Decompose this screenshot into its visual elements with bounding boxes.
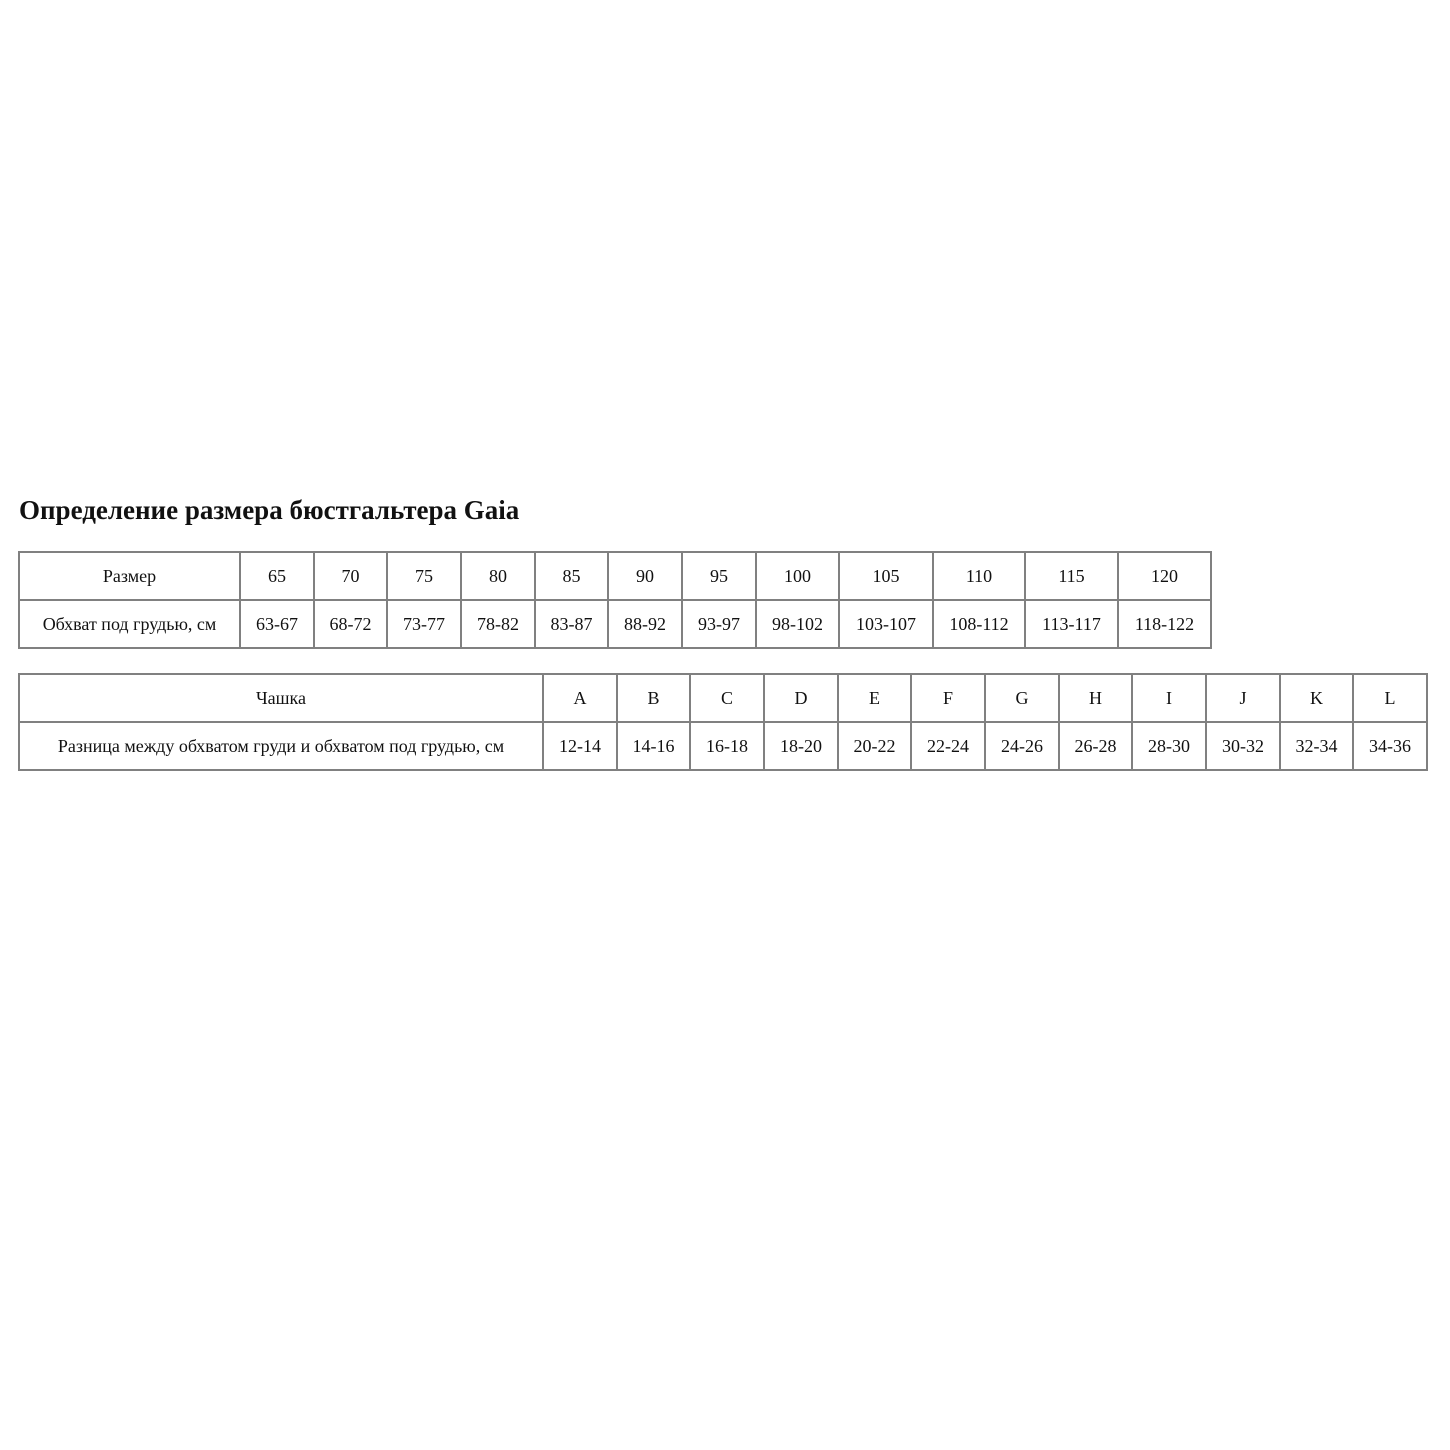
range-cell: 24-26: [984, 721, 1060, 771]
range-cell: 18-20: [763, 721, 839, 771]
header-cell: Размер: [18, 551, 241, 601]
range-cell: 78-82: [460, 599, 536, 649]
header-cell: Чашка: [18, 673, 544, 723]
table-row-underbust: Обхват под грудью, см 63-67 68-72 73-77 78-8…: [18, 599, 1212, 649]
range-cell: 14-16: [616, 721, 691, 771]
band-size-table: Размер 65 70 75 80 85 90 95 100 105 110 115 120 Обхв…: [18, 551, 1212, 649]
size-cell: 100: [755, 551, 840, 601]
size-cell: 110: [932, 551, 1026, 601]
cup-cell: G: [984, 673, 1060, 723]
range-cell: 28-30: [1131, 721, 1207, 771]
cup-cell: C: [689, 673, 765, 723]
row-label-cell: Разница между обхватом груди и обхватом …: [18, 721, 544, 771]
range-cell: 88-92: [607, 599, 683, 649]
range-cell: 20-22: [837, 721, 912, 771]
size-cell: 70: [313, 551, 388, 601]
cup-cell: H: [1058, 673, 1133, 723]
range-cell: 32-34: [1279, 721, 1354, 771]
cup-cell: A: [542, 673, 618, 723]
range-cell: 63-67: [239, 599, 315, 649]
range-cell: 73-77: [386, 599, 462, 649]
cup-cell: K: [1279, 673, 1354, 723]
range-cell: 68-72: [313, 599, 388, 649]
cup-cell: B: [616, 673, 691, 723]
range-cell: 83-87: [534, 599, 609, 649]
range-cell: 26-28: [1058, 721, 1133, 771]
cup-cell: J: [1205, 673, 1281, 723]
size-cell: 85: [534, 551, 609, 601]
table-row-difference: Разница между обхватом груди и обхватом …: [18, 721, 1428, 771]
cup-cell: F: [910, 673, 986, 723]
size-cell: 105: [838, 551, 934, 601]
range-cell: 103-107: [838, 599, 934, 649]
range-cell: 118-122: [1117, 599, 1212, 649]
range-cell: 34-36: [1352, 721, 1428, 771]
range-cell: 93-97: [681, 599, 757, 649]
range-cell: 16-18: [689, 721, 765, 771]
cup-cell: I: [1131, 673, 1207, 723]
size-cell: 120: [1117, 551, 1212, 601]
size-cell: 95: [681, 551, 757, 601]
page-title: Определение размера бюстгальтера Gaia: [19, 495, 520, 525]
size-cell: 80: [460, 551, 536, 601]
range-cell: 22-24: [910, 721, 986, 771]
size-cell: 65: [239, 551, 315, 601]
row-label-cell: Обхват под грудью, см: [18, 599, 241, 649]
table-row-cup: Чашка A B C D E F G H I J K L: [18, 673, 1428, 723]
range-cell: 30-32: [1205, 721, 1281, 771]
size-cell: 75: [386, 551, 462, 601]
range-cell: 108-112: [932, 599, 1026, 649]
size-cell: 115: [1024, 551, 1119, 601]
cup-cell: E: [837, 673, 912, 723]
range-cell: 113-117: [1024, 599, 1119, 649]
cup-cell: L: [1352, 673, 1428, 723]
table-row-size: Размер 65 70 75 80 85 90 95 100 105 110 115 120: [18, 551, 1212, 601]
cup-cell: D: [763, 673, 839, 723]
range-cell: 98-102: [755, 599, 840, 649]
size-cell: 90: [607, 551, 683, 601]
range-cell: 12-14: [542, 721, 618, 771]
cup-size-table: Чашка A B C D E F G H I J K L Разница между обхватом…: [18, 673, 1428, 771]
